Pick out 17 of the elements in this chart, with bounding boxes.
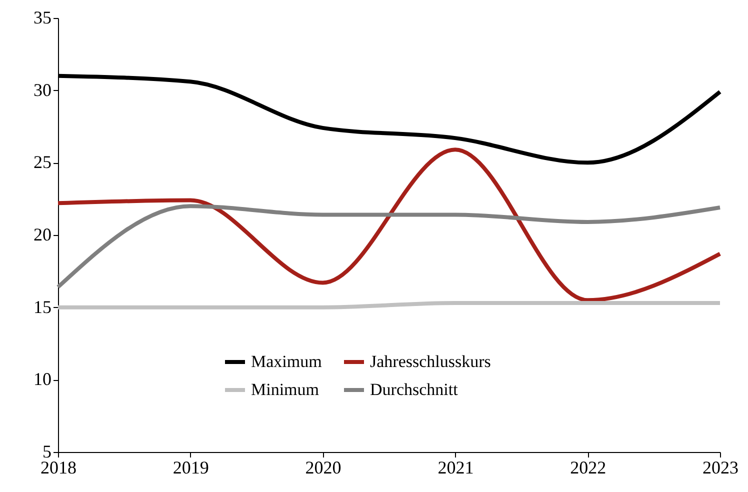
x-tick-label: 2022	[570, 458, 606, 478]
line-series	[56, 204, 722, 290]
line-series	[56, 148, 722, 302]
legend-label: Jahresschlusskurs	[370, 352, 491, 371]
x-tick-label: 2020	[305, 458, 342, 478]
y-tick-label: 10	[34, 369, 52, 390]
legend-label: Maximum	[251, 352, 322, 371]
y-tick-label: 20	[34, 224, 52, 244]
legend-label: Durchschnitt	[370, 380, 458, 399]
x-tick-label: 2019	[172, 458, 209, 478]
y-tick-label: 15	[34, 296, 52, 317]
legend-label: Minimum	[251, 380, 320, 399]
y-tick-label: 30	[34, 80, 52, 100]
x-tick-label: 2021	[438, 458, 474, 478]
y-tick-label: 25	[34, 152, 52, 172]
y-tick-label: 35	[34, 8, 52, 28]
x-tick-label: 2023	[702, 458, 738, 478]
